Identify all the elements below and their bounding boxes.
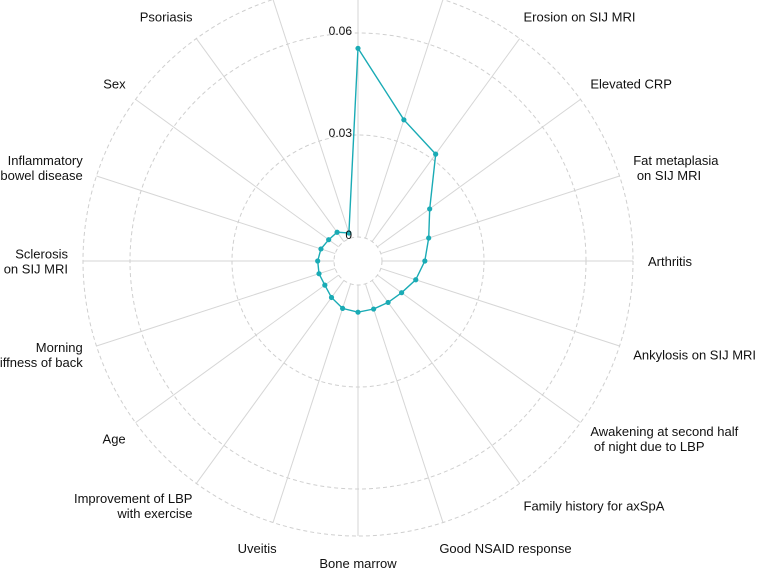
category-label: Bone marrowedema on SIJ MRI [304, 556, 412, 573]
spoke-line [195, 38, 345, 242]
grid-ring [231, 134, 485, 388]
grid-ring [129, 32, 587, 490]
tick-label: 0.03 [329, 126, 353, 140]
data-point [413, 277, 419, 283]
category-label: Psoriasis [140, 10, 193, 25]
spoke-line [364, 283, 444, 523]
spoke-line [135, 274, 339, 424]
data-point [355, 309, 361, 315]
data-point [322, 282, 328, 288]
data-point [334, 229, 340, 235]
spoke-line [377, 98, 581, 248]
category-label: Sclerosis on SIJ MRI [4, 247, 69, 277]
data-point [385, 299, 391, 306]
spoke-line [195, 280, 345, 484]
category-label: Age [103, 432, 126, 447]
spoke-line [377, 274, 581, 424]
category-label: Uveitis [238, 541, 278, 556]
grid-ring [333, 236, 383, 286]
category-label: Sex [103, 76, 126, 91]
data-point [315, 258, 321, 264]
data-point [318, 246, 324, 252]
category-label: Good NSAID response [439, 541, 571, 556]
spoke-line [96, 267, 336, 347]
data-point [371, 306, 377, 312]
category-label: Arthritis [648, 254, 693, 269]
category-label: Morningstiffness of back [0, 340, 83, 370]
tick-label: 0.06 [329, 24, 353, 38]
spoke-line [272, 0, 352, 239]
data-point [427, 206, 433, 212]
spoke-line [272, 283, 352, 523]
spoke-line [135, 98, 339, 248]
category-label: Improvement of LBP with exercise [74, 491, 193, 521]
radar-grid [82, 0, 634, 537]
tick-label: 0 [345, 228, 352, 242]
grid-ring [82, 0, 634, 537]
data-point [401, 117, 407, 123]
data-point [346, 230, 352, 236]
data-point [326, 237, 332, 243]
data-point [355, 45, 361, 51]
category-label: Ankylosis on SIJ MRI [633, 347, 756, 362]
category-label: Fat metaplasia on SIJ MRI [633, 153, 719, 183]
series-line [316, 46, 437, 313]
category-label: Awakening at second half of night due to… [590, 424, 738, 454]
category-label: Family history for axSpA [524, 498, 665, 513]
data-point [328, 294, 335, 301]
data-point [426, 235, 432, 241]
category-label: Erosion on SIJ MRI [524, 10, 636, 25]
spoke-line [380, 267, 620, 347]
spoke-line [380, 175, 620, 255]
category-label: Inflammatory bowel disease [0, 153, 83, 183]
category-label: Elevated CRP [590, 76, 672, 91]
data-point [399, 290, 405, 296]
radial-ticks: 0 0.03 0.06 [329, 24, 353, 242]
spoke-line [371, 38, 521, 242]
spoke-line [371, 280, 521, 484]
radar-series [315, 45, 439, 315]
data-point [422, 258, 428, 264]
spoke-line [96, 175, 336, 255]
data-point [433, 151, 439, 157]
data-point [316, 271, 322, 277]
data-point [339, 305, 346, 312]
